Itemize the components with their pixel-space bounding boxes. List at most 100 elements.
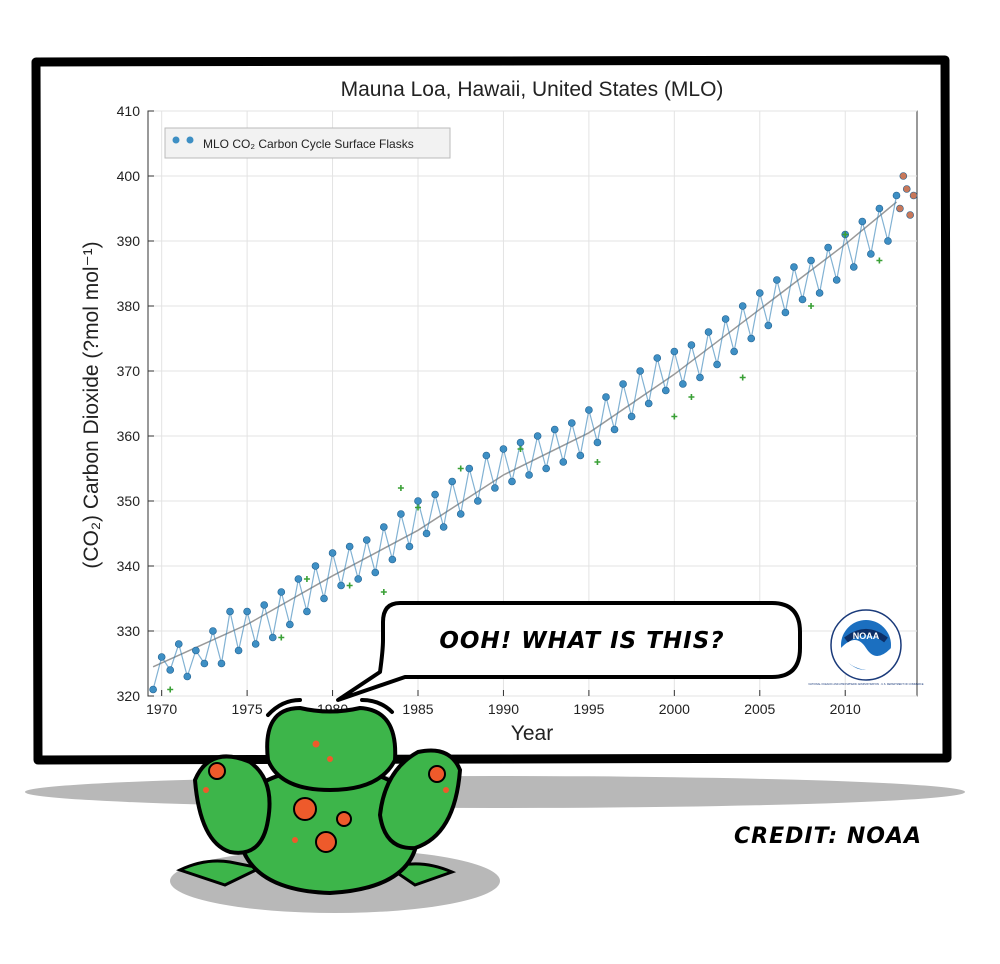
flask-data-point bbox=[653, 354, 662, 362]
flask-data-point bbox=[508, 477, 516, 486]
flagged-point bbox=[517, 446, 524, 452]
flask-data-point bbox=[251, 640, 260, 648]
x-tick-label: 1995 bbox=[573, 701, 604, 717]
flask-data-point bbox=[200, 659, 209, 668]
flask-data-point bbox=[149, 685, 157, 694]
flask-data-point bbox=[226, 607, 234, 616]
trend-line-layer bbox=[152, 201, 897, 668]
flask-data-point bbox=[602, 393, 610, 401]
y-tick-label: 400 bbox=[117, 168, 141, 184]
flask-data-point bbox=[721, 315, 730, 323]
flask-data-point bbox=[533, 432, 542, 440]
flask-data-point bbox=[661, 386, 670, 395]
flask-data-point bbox=[576, 451, 585, 460]
flask-data-point bbox=[884, 237, 892, 245]
flask-data-point bbox=[328, 549, 337, 557]
flagged-point bbox=[457, 465, 464, 472]
flagged-point bbox=[167, 686, 174, 693]
flask-data-point bbox=[781, 308, 790, 317]
flask-data-point bbox=[704, 328, 713, 336]
x-axis-label: Year bbox=[511, 722, 553, 745]
flask-data-point bbox=[405, 542, 414, 551]
flask-data-point bbox=[679, 380, 687, 388]
flask-data-point bbox=[268, 633, 277, 642]
credit-text: CREDIT: NOAA bbox=[734, 824, 922, 849]
flask-data-point bbox=[738, 302, 747, 310]
flask-data-point bbox=[209, 627, 217, 635]
flask-data-point bbox=[593, 438, 602, 447]
flask-data-point bbox=[260, 601, 269, 609]
flask-data-point bbox=[747, 334, 756, 343]
flagged-point bbox=[415, 504, 422, 511]
flask-data-point bbox=[542, 464, 550, 473]
flask-data-point bbox=[824, 243, 832, 252]
frog-illustration bbox=[176, 698, 463, 896]
trend-line bbox=[152, 201, 897, 668]
flask-data-point bbox=[636, 367, 644, 375]
flask-data-point bbox=[311, 562, 320, 570]
flask-data-point bbox=[875, 204, 884, 213]
flask-data-point bbox=[849, 263, 858, 271]
speech-bubble-text: OOH! WHAT IS THIS? bbox=[439, 628, 724, 654]
flask-data-point bbox=[858, 217, 867, 226]
flagged-point bbox=[842, 231, 849, 238]
y-axis-ticks: 320 330 340 350 360 370 380 390 400 410 bbox=[117, 103, 154, 704]
flask-data-point bbox=[670, 347, 679, 356]
flask-data-point bbox=[388, 555, 397, 564]
flask-data-point bbox=[345, 542, 354, 551]
noaa-logo-text: NOAA bbox=[853, 631, 880, 641]
flask-data-point bbox=[422, 529, 431, 538]
flagged-point bbox=[303, 576, 310, 582]
legend-box bbox=[164, 127, 451, 159]
grid-lines bbox=[148, 110, 917, 697]
recent-data-point bbox=[909, 191, 918, 200]
x-tick-label: 2005 bbox=[744, 701, 775, 717]
flagged-point bbox=[671, 413, 678, 420]
flask-data-point bbox=[303, 607, 311, 616]
flask-data-point bbox=[644, 399, 653, 408]
noaa-logo: NOAA NATIONAL OCEANIC AND ATMOSPHERIC AD… bbox=[808, 609, 924, 686]
recent-data-point bbox=[896, 204, 904, 213]
legend-label: MLO CO₂ Carbon Cycle Surface Flasks bbox=[203, 137, 414, 151]
y-tick-label: 410 bbox=[117, 103, 141, 119]
flask-data-point bbox=[568, 419, 576, 427]
flask-data-point bbox=[362, 536, 371, 544]
flask-data-point bbox=[439, 523, 448, 531]
flask-data-point bbox=[559, 458, 568, 466]
flagged-point bbox=[594, 459, 601, 465]
flask-data-point bbox=[192, 646, 200, 655]
flask-data-point bbox=[320, 594, 328, 603]
flagged-point bbox=[739, 374, 746, 381]
noaa-logo-ring-text: NATIONAL OCEANIC AND ATMOSPHERIC ADMINIS… bbox=[808, 683, 923, 686]
flask-data-point bbox=[755, 289, 764, 297]
x-tick-label: 1985 bbox=[402, 701, 433, 717]
flask-data-point bbox=[448, 477, 456, 486]
y-tick-label: 330 bbox=[117, 623, 141, 639]
flagged-point bbox=[876, 257, 883, 264]
flask-data-point bbox=[815, 289, 824, 297]
flask-data-point bbox=[465, 464, 474, 473]
legend: MLO CO₂ Carbon Cycle Surface Flasks bbox=[164, 127, 451, 159]
flask-data-point bbox=[174, 640, 183, 648]
flask-data-point bbox=[183, 672, 192, 681]
recent-data-point bbox=[902, 185, 911, 193]
flask-data-point bbox=[550, 425, 559, 434]
flask-data-point bbox=[337, 581, 345, 590]
x-tick-label: 1975 bbox=[232, 701, 263, 717]
flask-data-point bbox=[610, 425, 619, 434]
flask-data-point bbox=[414, 497, 422, 505]
flask-data-point bbox=[696, 373, 704, 382]
flask-data-point bbox=[627, 412, 636, 421]
flask-data-point bbox=[456, 510, 465, 518]
flagged-point bbox=[397, 485, 404, 491]
flagged-point bbox=[688, 394, 695, 400]
flagged-point bbox=[808, 303, 815, 309]
y-tick-label: 350 bbox=[117, 493, 141, 509]
flask-data-point bbox=[790, 263, 798, 271]
flask-data-point bbox=[234, 646, 243, 655]
flask-data-point bbox=[585, 406, 593, 414]
flagged-point bbox=[346, 582, 353, 589]
x-tick-label: 2000 bbox=[659, 701, 690, 717]
y-tick-label: 340 bbox=[117, 558, 141, 574]
